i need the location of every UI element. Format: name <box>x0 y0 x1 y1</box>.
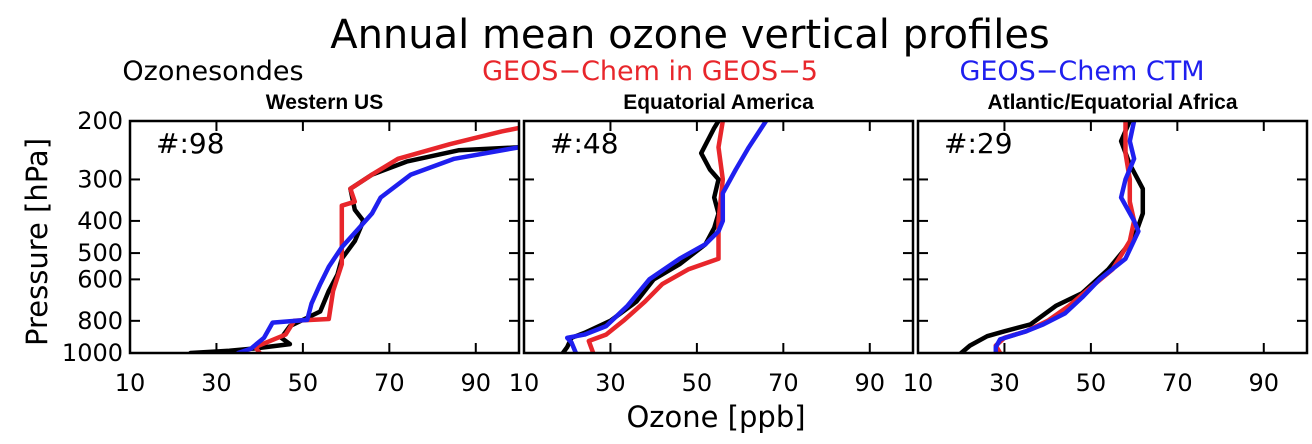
region-label-equatorial-america: Equatorial America <box>623 91 814 114</box>
y-tick-label: 400 <box>77 207 123 235</box>
y-tick-label: 1000 <box>62 339 123 367</box>
x-tick-label: 30 <box>595 369 626 397</box>
x-tick-label: 70 <box>374 369 405 397</box>
x-tick-label: 50 <box>288 369 319 397</box>
series-line-geos-chem-in-geos-5-equatorial-america <box>586 121 726 353</box>
panel-atlantic-equatorial-africa: Atlantic/Equatorial Africa #:29 10 30 50 70 90 <box>903 91 1309 397</box>
legend-ozonesondes: Ozonesondes <box>122 56 303 87</box>
series-group-atlantic-equatorial-africa <box>958 121 1146 353</box>
sample-count-western-us: #:98 <box>156 127 225 160</box>
series-line-geos-chem-ctm-equatorial-america <box>564 121 769 353</box>
legend-geos-chem-in-geos-5: GEOS−Chem in GEOS−5 <box>482 56 818 87</box>
x-tick-label: 30 <box>989 369 1020 397</box>
y-tick-label: 300 <box>77 165 123 193</box>
legend-geos-chem-ctm: GEOS−Chem CTM <box>959 56 1204 87</box>
x-axis-label: Ozone [ppb] <box>626 400 805 434</box>
x-tick-label: 90 <box>855 369 886 397</box>
y-tick-label: 800 <box>77 307 123 335</box>
series-group-western-us <box>188 125 519 353</box>
y-tick-label: 500 <box>77 239 123 267</box>
series-line-geos-chem-ctm-atlantic-equatorial-africa <box>993 121 1141 353</box>
sample-count-equatorial-america: #:48 <box>550 127 619 160</box>
x-tick-label: 90 <box>1249 369 1280 397</box>
series-line-geos-chem-in-geos-5-western-us <box>253 125 519 353</box>
x-tick-label: 90 <box>461 369 492 397</box>
series-line-geos-chem-ctm-western-us <box>235 145 519 353</box>
plot-frame-western-us <box>128 119 521 355</box>
x-tick-label: 50 <box>1076 369 1107 397</box>
region-label-western-us: Western US <box>266 91 383 114</box>
y-tick-label: 200 <box>77 107 123 135</box>
x-tick-label: 10 <box>115 369 146 397</box>
sample-count-atlantic-equatorial-africa: #:29 <box>944 127 1013 160</box>
x-tick-label: 10 <box>509 369 540 397</box>
panel-equatorial-america: Equatorial America#:48 10 30 50 70 90 <box>509 91 915 397</box>
region-label-atlantic-equatorial-africa: Atlantic/Equatorial Africa <box>987 91 1237 114</box>
chart-title: Annual mean ozone vertical profiles <box>330 12 1050 58</box>
plot-frame-atlantic-equatorial-africa <box>916 119 1309 355</box>
series-group-equatorial-america <box>560 121 769 353</box>
y-tick-label: 600 <box>77 265 123 293</box>
x-tick-label: 10 <box>903 369 934 397</box>
x-tick-label: 70 <box>768 369 799 397</box>
x-tick-label: 30 <box>201 369 232 397</box>
y-axis-label: Pressure [hPa] <box>20 138 54 346</box>
series-line-ozonesondes-western-us <box>188 145 519 353</box>
plot-frame-equatorial-america <box>522 119 915 355</box>
series-line-geos-chem-in-geos-5-atlantic-equatorial-africa <box>993 121 1137 353</box>
x-tick-label: 70 <box>1162 369 1193 397</box>
x-tick-label: 50 <box>682 369 713 397</box>
